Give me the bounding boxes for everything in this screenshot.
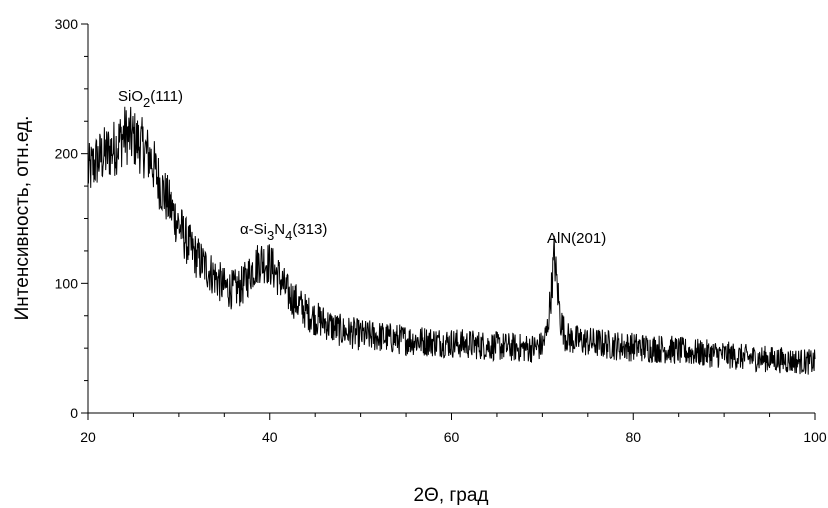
peak-label-aln: AlN(201)	[547, 230, 606, 247]
x-tick-label: 20	[80, 429, 96, 445]
x-axis-ticks: 20 40 60 80 100	[80, 413, 827, 445]
y-axis-ticks: 0 100 200 300	[55, 16, 88, 421]
y-tick-label: 100	[55, 275, 79, 291]
y-tick-label: 0	[70, 405, 78, 421]
peak-label-si3n4: α-Si3N4(313)	[240, 221, 327, 243]
x-axis-title: 2Θ, град	[413, 485, 488, 506]
y-tick-label: 200	[55, 146, 79, 162]
x-tick-label: 40	[262, 429, 278, 445]
y-axis-title: Интенсивность, отн.ед.	[12, 116, 33, 321]
x-tick-label: 80	[625, 429, 641, 445]
peak-label-sio2: SiO2(111)	[118, 88, 183, 110]
x-tick-label: 60	[444, 429, 460, 445]
xrd-series-line	[87, 106, 816, 375]
x-tick-label: 100	[803, 429, 827, 445]
y-tick-label: 300	[55, 16, 79, 32]
